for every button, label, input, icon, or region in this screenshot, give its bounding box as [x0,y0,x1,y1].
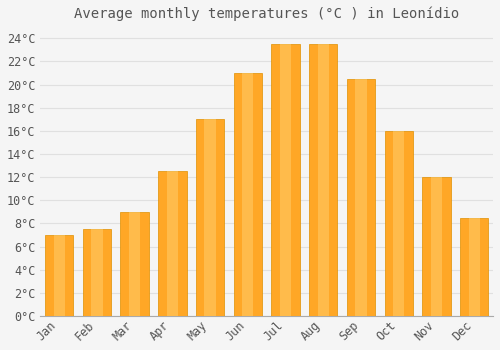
Bar [318,44,329,316]
Bar [91,229,102,316]
Bar [431,177,442,316]
Bar [158,172,186,316]
Bar [272,44,299,316]
Bar [234,73,262,316]
Bar [196,119,224,316]
Bar [83,229,111,316]
Bar [347,79,375,316]
Bar [166,172,178,316]
Bar [384,131,413,316]
Bar [393,131,404,316]
Bar [356,79,366,316]
Bar [460,218,488,316]
Bar [280,44,291,316]
Bar [309,44,338,316]
Bar [422,177,450,316]
Title: Average monthly temperatures (°C ) in Leonídio: Average monthly temperatures (°C ) in Le… [74,7,460,21]
Bar [54,235,65,316]
Bar [468,218,480,316]
Bar [204,119,216,316]
Bar [242,73,254,316]
Bar [129,212,140,316]
Bar [120,212,149,316]
Bar [45,235,74,316]
